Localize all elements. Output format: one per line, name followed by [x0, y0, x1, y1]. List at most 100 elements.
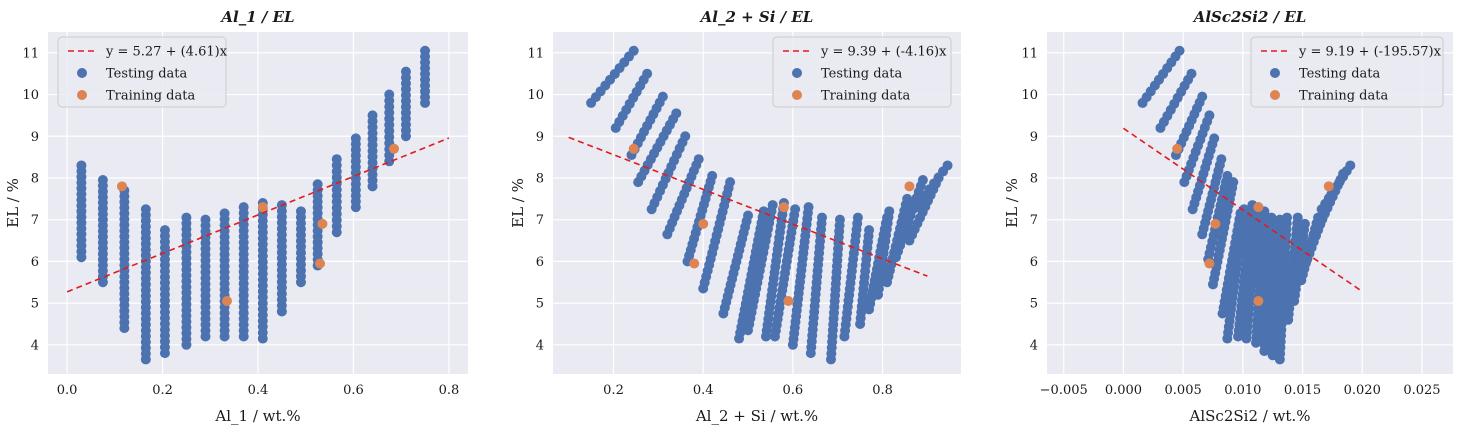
y-tick-label: 9 — [31, 130, 39, 145]
chart-panel-1: 0.0 0.2 0.4 0.6 0.8 4 5 6 7 8 9 10 11 y = 5.27 + (4.6… — [4, 8, 468, 425]
legend-training-swatch — [77, 90, 87, 100]
testing-point — [1345, 160, 1356, 171]
testing-points — [586, 45, 953, 365]
y-tick-label: 4 — [31, 338, 39, 353]
training-point — [628, 143, 639, 154]
testing-point — [852, 212, 863, 223]
x-axis-label: AlSc2Si2 / wt.% — [1189, 407, 1311, 425]
testing-point — [1222, 170, 1233, 181]
legend: y = 5.27 + (4.61)x Testing data Training d… — [57, 36, 228, 108]
x-tick-label: 0.8 — [439, 383, 460, 398]
x-tick-label: 0.015 — [1284, 383, 1321, 398]
legend-training-label: Training data — [106, 89, 195, 104]
x-tick-label: 0.4 — [693, 383, 714, 398]
training-point — [783, 296, 794, 307]
testing-point — [384, 89, 395, 100]
fit-line — [1122, 127, 1363, 293]
training-point — [389, 143, 400, 154]
training-point — [116, 181, 127, 192]
training-point — [1210, 218, 1221, 229]
legend-training-label: Training data — [821, 89, 910, 104]
testing-point — [917, 175, 928, 186]
x-tick-label: 0.010 — [1224, 383, 1261, 398]
y-tick-label: 5 — [536, 297, 544, 312]
y-tick-label: 10 — [1021, 88, 1038, 103]
training-point — [1172, 143, 1183, 154]
testing-point — [942, 160, 953, 171]
chart-title: Al_2 + Si / EL — [699, 8, 814, 26]
y-tick-label: 5 — [1030, 297, 1038, 312]
testing-point — [200, 214, 211, 225]
testing-point — [140, 204, 151, 215]
y-tick-label: 9 — [1030, 130, 1038, 145]
legend: y = 9.39 + (-4.16)x Testing data Training … — [772, 36, 952, 108]
x-axis-label: Al_2 + Si / wt.% — [695, 407, 818, 425]
y-tick-label: 8 — [1030, 171, 1038, 186]
legend-training-swatch — [1270, 90, 1280, 100]
testing-point — [238, 202, 249, 213]
testing-point — [767, 200, 778, 211]
testing-point — [628, 45, 639, 56]
x-tick-label: 0.000 — [1105, 383, 1142, 398]
testing-point — [707, 170, 718, 181]
testing-point — [864, 225, 875, 236]
testing-point — [693, 154, 704, 165]
testing-point — [1292, 212, 1303, 223]
legend-fit-label: y = 5.27 + (4.61)x — [105, 45, 228, 60]
testing-point — [367, 110, 378, 121]
testing-point — [97, 175, 108, 186]
legend-box — [1250, 36, 1444, 108]
training-point — [1253, 202, 1264, 213]
y-axis-label: EL / % — [1003, 178, 1021, 228]
y-tick-label: 8 — [536, 171, 544, 186]
legend-training-label: Training data — [1299, 89, 1388, 104]
testing-point — [1216, 154, 1227, 165]
y-tick-label: 6 — [31, 255, 39, 270]
testing-point — [803, 202, 814, 213]
legend-testing-swatch — [77, 68, 87, 78]
training-point — [317, 218, 328, 229]
testing-point — [790, 204, 801, 215]
y-tick-label: 9 — [536, 130, 544, 145]
x-tick-label: 0.2 — [603, 383, 624, 398]
testing-point — [817, 212, 828, 223]
x-tick-label: 0.025 — [1403, 383, 1440, 398]
x-tick-label: 0.2 — [152, 383, 173, 398]
testing-point — [420, 45, 431, 56]
training-point — [257, 202, 268, 213]
testing-point — [1209, 133, 1220, 144]
testing-point — [76, 160, 87, 171]
testing-point — [642, 68, 653, 79]
y-axis-label: EL / % — [4, 178, 22, 228]
legend-fit-label: y = 9.39 + (-4.16)x — [820, 45, 947, 60]
legend-box — [57, 36, 227, 108]
y-tick-label: 4 — [1030, 338, 1038, 353]
training-point — [221, 296, 232, 307]
y-tick-label: 10 — [22, 88, 39, 103]
legend-fit-label: y = 9.19 + (-195.57)x — [1298, 45, 1442, 60]
testing-point — [1266, 212, 1277, 223]
testing-point — [1299, 218, 1310, 229]
y-tick-label: 6 — [536, 255, 544, 270]
training-point — [689, 258, 700, 269]
testing-point — [657, 91, 668, 102]
testing-point — [1174, 45, 1185, 56]
training-point — [1204, 258, 1215, 269]
testing-point — [312, 179, 323, 190]
legend-testing-swatch — [1270, 68, 1280, 78]
training-point — [1323, 181, 1334, 192]
fit-line — [66, 137, 450, 293]
y-tick-label: 4 — [536, 338, 544, 353]
testing-point — [331, 154, 342, 165]
training-point — [315, 258, 326, 269]
testing-point — [902, 193, 913, 204]
legend-box — [772, 36, 952, 108]
testing-point — [1204, 110, 1215, 121]
testing-point — [400, 66, 411, 77]
testing-point — [725, 177, 736, 188]
x-tick-label: 0.4 — [248, 383, 269, 398]
chart-title: AlSc2Si2 / EL — [1192, 8, 1307, 26]
testing-point — [350, 133, 361, 144]
testing-point — [1197, 91, 1208, 102]
legend-training-swatch — [792, 90, 802, 100]
